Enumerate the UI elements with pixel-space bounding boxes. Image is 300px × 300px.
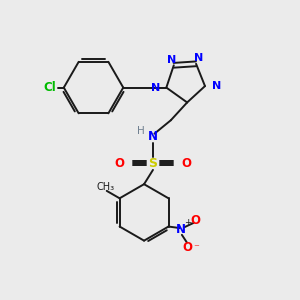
Text: N: N bbox=[148, 130, 158, 143]
Text: ⁻: ⁻ bbox=[193, 243, 199, 253]
Text: O: O bbox=[191, 214, 201, 227]
Text: O: O bbox=[115, 157, 125, 170]
Text: N: N bbox=[167, 55, 176, 65]
Text: N: N bbox=[194, 53, 203, 64]
Text: H: H bbox=[137, 126, 145, 136]
Text: S: S bbox=[148, 157, 158, 170]
Text: +: + bbox=[184, 218, 191, 227]
Text: CH₃: CH₃ bbox=[96, 182, 114, 192]
Text: N: N bbox=[151, 82, 160, 93]
Text: Cl: Cl bbox=[44, 81, 56, 94]
Text: O: O bbox=[182, 242, 193, 254]
Text: O: O bbox=[181, 157, 191, 170]
Text: N: N bbox=[212, 81, 221, 91]
Text: N: N bbox=[176, 223, 186, 236]
